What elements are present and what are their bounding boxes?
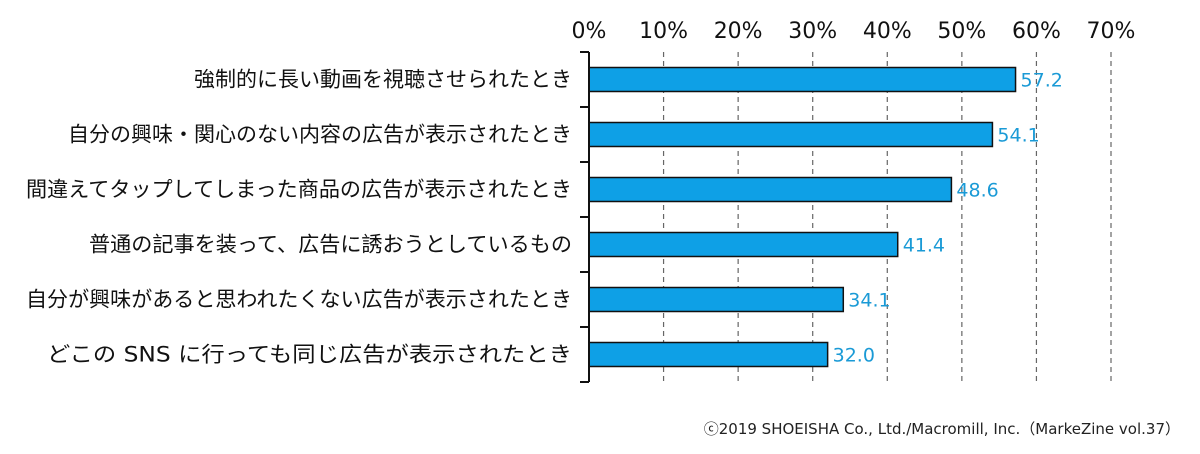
copyright-credit: ⓒ2019 SHOEISHA Co., Ltd./Macromill, Inc.… <box>703 420 1180 438</box>
y-axis <box>580 51 590 383</box>
x-axis-ticks: 0% 10% 20% 30% 40% 50% 60% 70% <box>572 19 1136 44</box>
category-label: 間違えてタップしてしまった商品の広告が表示されたとき <box>26 178 572 202</box>
category-label: 強制的に長い動画を視聴させられたとき <box>194 68 572 92</box>
category-label: 自分が興味があると思われたくない広告が表示されたとき <box>26 288 572 312</box>
value-label: 32.0 <box>833 345 875 367</box>
category-labels: 強制的に長い動画を視聴させられたとき自分の興味・関心のない内容の広告が表示された… <box>26 68 572 367</box>
value-label: 48.6 <box>956 180 998 202</box>
x-tick-label: 40% <box>863 19 912 44</box>
category-label: 自分の興味・関心のない内容の広告が表示されたとき <box>68 123 572 147</box>
value-label: 54.1 <box>997 125 1039 147</box>
x-tick-label: 30% <box>788 19 837 44</box>
bar <box>588 231 899 258</box>
gridlines <box>662 52 1112 382</box>
category-label: 普通の記事を装って、広告に誘おうとしているもの <box>89 233 572 257</box>
x-tick-label: 0% <box>572 19 607 44</box>
bar <box>588 66 1017 93</box>
x-tick-label: 20% <box>714 19 763 44</box>
value-label: 41.4 <box>903 235 945 257</box>
bar <box>588 341 829 368</box>
bars <box>588 66 1017 368</box>
bar <box>588 176 953 203</box>
category-label: どこの SNS に行っても同じ広告が表示されたとき <box>47 343 572 367</box>
bar <box>588 121 994 148</box>
x-tick-label: 50% <box>937 19 986 44</box>
x-tick-label: 60% <box>1012 19 1061 44</box>
value-label: 34.1 <box>848 290 890 312</box>
x-tick-label: 10% <box>639 19 688 44</box>
value-label: 57.2 <box>1021 70 1063 92</box>
bar <box>588 286 845 313</box>
x-tick-label: 70% <box>1087 19 1136 44</box>
value-labels: 57.2 54.1 48.6 41.4 34.1 32.0 <box>833 70 1063 367</box>
